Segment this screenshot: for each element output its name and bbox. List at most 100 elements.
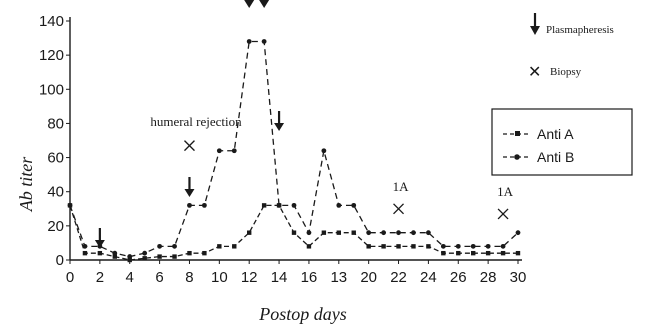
data-point-anti-b — [381, 230, 386, 236]
data-point-anti-b — [112, 250, 118, 256]
data-point-anti-b — [426, 230, 431, 236]
x-tick-label: 12 — [241, 269, 258, 286]
biopsy-marker: 1A — [497, 184, 514, 220]
data-point-anti-a — [157, 254, 162, 259]
legend-label-anti-b: Anti B — [537, 149, 574, 165]
data-point-anti-b — [291, 202, 297, 208]
data-point-anti-b — [455, 243, 461, 249]
data-point-anti-b — [411, 230, 416, 236]
data-point-anti-b — [187, 202, 192, 208]
x-tick-label: 26 — [450, 269, 467, 286]
series-anti-b — [67, 39, 521, 259]
biopsy-label: Biopsy — [550, 66, 582, 78]
series-anti-a — [67, 203, 521, 263]
data-point-anti-a — [485, 250, 491, 256]
legend-entry-anti-a: Anti A — [503, 126, 574, 142]
plasmapheresis-arrow — [184, 177, 195, 197]
x-tick-label: 13 — [330, 269, 347, 286]
y-axis-title: Ab titer — [16, 156, 36, 212]
y-tick-label: 80 — [47, 115, 64, 132]
data-point-anti-b — [261, 39, 267, 44]
data-point-anti-a — [82, 250, 88, 256]
x-tick-label: 14 — [271, 269, 288, 286]
legend-label-anti-a: Anti A — [537, 126, 574, 142]
plasmapheresis-arrow — [244, 0, 255, 8]
data-point-anti-a — [172, 254, 177, 259]
data-point-anti-a — [321, 230, 327, 235]
data-point-anti-b — [157, 243, 163, 249]
data-point-anti-a — [441, 250, 446, 256]
arrow-head-icon — [530, 26, 540, 35]
data-point-anti-a — [187, 250, 192, 256]
data-point-anti-a — [515, 250, 521, 256]
data-point-anti-b — [231, 148, 237, 154]
x-tick-label: 4 — [126, 269, 134, 286]
y-tick-label: 140 — [39, 13, 64, 30]
biopsy-legend-item: ✕ Biopsy — [528, 62, 582, 81]
data-point-anti-a — [97, 250, 103, 256]
data-point-anti-b — [440, 243, 446, 249]
biopsy-x-stroke — [184, 140, 195, 152]
data-point-anti-b — [202, 202, 207, 208]
data-point-anti-b — [485, 243, 491, 249]
data-point-anti-b — [127, 254, 133, 259]
series-line-anti-b — [69, 40, 519, 258]
arrow-head — [259, 0, 270, 8]
data-point-anti-b — [366, 230, 372, 236]
plasmapheresis-arrow — [94, 228, 105, 248]
x-tick-label: 20 — [360, 269, 377, 286]
data-point-anti-a — [381, 244, 386, 249]
y-axis-ticks: 0 20 40 60 80 100 120 140 — [39, 13, 70, 269]
data-point-anti-a — [426, 244, 431, 249]
arrow-head — [94, 240, 105, 248]
arrow-head — [274, 123, 285, 131]
data-point-anti-a — [291, 230, 297, 235]
y-tick-label: 60 — [47, 150, 64, 167]
data-point-anti-a — [261, 203, 267, 208]
x-tick-label: 2 — [96, 269, 104, 286]
biopsy-label: 1A — [393, 179, 410, 194]
plasmapheresis-arrow — [274, 111, 285, 131]
data-point-anti-b — [351, 202, 357, 208]
data-point-anti-b — [336, 202, 342, 208]
data-point-anti-b — [306, 230, 312, 236]
y-tick-label: 100 — [39, 81, 64, 98]
axes — [69, 17, 522, 261]
biopsy-marker: humeral rejection — [150, 114, 242, 152]
x-tick-label: 30 — [510, 269, 527, 286]
data-point-anti-b — [246, 39, 252, 44]
data-point-anti-a — [411, 244, 416, 249]
y-tick-label: 20 — [47, 218, 64, 235]
data-point-anti-b — [276, 202, 282, 208]
x-axis-title: Postop days — [258, 304, 347, 324]
data-point-anti-b — [515, 230, 521, 236]
arrow-head — [244, 0, 255, 8]
data-point-anti-b — [216, 148, 222, 154]
data-point-anti-b — [470, 243, 476, 249]
x-mark-icon: ✕ — [528, 62, 541, 81]
legend-marker-square — [515, 131, 520, 136]
data-point-anti-a — [471, 250, 476, 256]
x-tick-label: 10 — [211, 269, 228, 286]
y-tick-label: 40 — [47, 184, 64, 201]
plasmapheresis-arrow — [259, 0, 270, 8]
x-tick-label: 28 — [480, 269, 497, 286]
y-tick-label: 0 — [56, 252, 64, 269]
data-point-anti-b — [172, 243, 177, 249]
arrow-head — [184, 189, 195, 197]
data-point-anti-a — [142, 256, 147, 261]
data-point-anti-a — [500, 250, 506, 256]
data-point-anti-a — [306, 244, 312, 249]
x-tick-label: 16 — [301, 269, 318, 286]
data-point-anti-a — [396, 244, 401, 249]
data-point-anti-a — [232, 244, 237, 249]
legend-frame — [491, 108, 633, 176]
x-tick-label: 22 — [390, 269, 407, 286]
x-tick-label: 8 — [185, 269, 193, 286]
data-point-anti-b — [396, 230, 401, 236]
series-layer — [67, 39, 521, 263]
data-point-anti-b — [142, 250, 148, 256]
data-point-anti-a — [112, 254, 117, 259]
data-point-anti-a — [202, 250, 207, 256]
biopsy-marker: 1A — [393, 179, 410, 215]
